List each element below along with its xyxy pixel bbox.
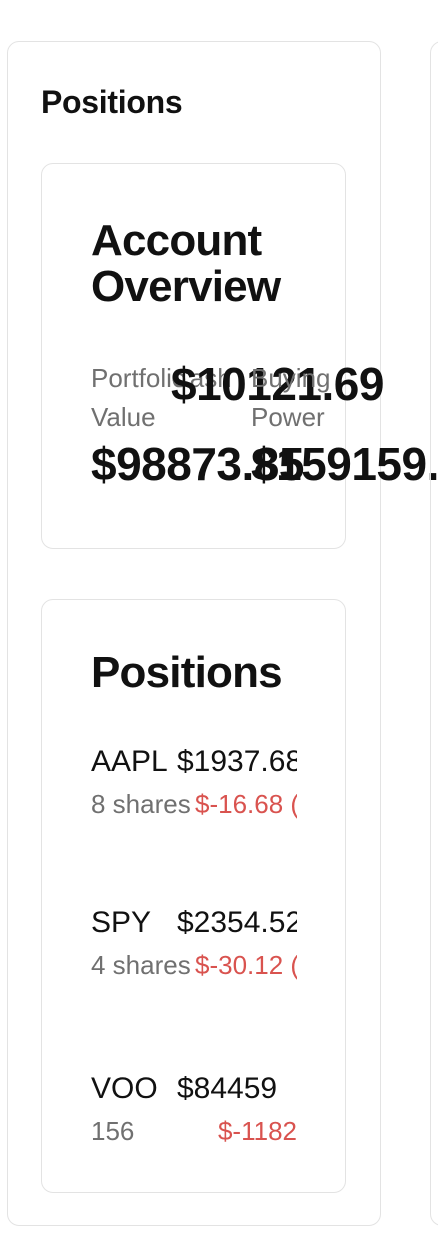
position-change: $-16.68 (-0.01%) [195,789,297,819]
buying-power-amount: $159159.69 [251,438,438,490]
position-value: $84459 [177,1072,278,1105]
cash-label: Cash [171,363,232,393]
position-symbol: SPY [91,906,152,939]
buying-power-label: Buying Power [251,363,331,432]
position-symbol: VOO [91,1072,158,1105]
position-change: $-1182 [217,1116,297,1146]
position-value: $2354.52 [177,906,297,939]
position-item[interactable]: SPY $2354.52 4 shares $-30.12 (-0.01%) [91,901,297,1026]
portfolio-value-amount: $98873.85 [91,438,304,490]
position-shares: 4 shares [91,950,191,980]
position-change: $-30.12 (-0.01%) [195,950,297,980]
portfolio-value-metric: Portfolio Value $98873.85 [91,359,304,490]
portfolio-value-label: Portfolio Value [91,363,187,432]
position-shares: 8 shares [91,789,191,819]
buying-power-metric: Buying Power $159159.69 [251,359,438,490]
cash-amount: $10121.69 [171,358,384,410]
adjacent-panel [430,41,438,1226]
position-shares: 156 [91,1116,135,1146]
positions-title: Positions [91,648,283,697]
account-overview-card: Account Overview Portfolio Value $98873.… [41,163,438,549]
positions-panel: Positions Account Overview Portfolio Val… [7,41,438,1226]
position-value: $1937.68 [177,745,297,778]
position-symbol: AAPL [91,745,168,778]
position-item[interactable]: VOO $84459 156 $-1182 [91,1067,297,1152]
position-item[interactable]: AAPL $1937.68 8 shares $-16.68 (-0.01%) [91,740,297,865]
cash-metric: Cash $10121.69 [171,358,384,410]
account-overview-title: Account Overview [91,216,281,311]
positions-card: Positions AAPL $1937.68 8 shares $-16.68… [41,599,346,1193]
panel-title: Positions [41,84,183,120]
